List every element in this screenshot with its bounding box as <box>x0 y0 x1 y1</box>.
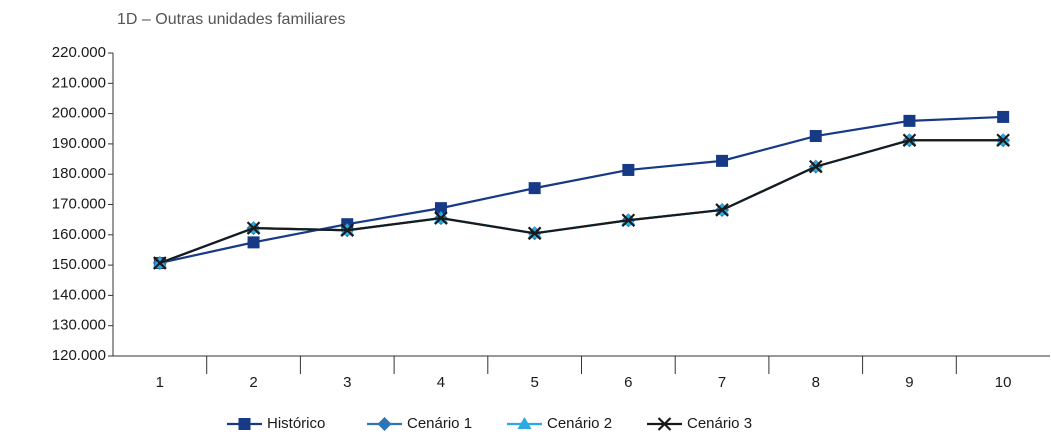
series <box>152 133 1011 268</box>
legend-marker <box>377 417 392 431</box>
marker <box>434 202 447 215</box>
marker <box>997 110 1010 123</box>
line <box>159 139 1004 265</box>
line <box>159 139 1004 265</box>
y-tick-label: 180.000 <box>52 165 106 182</box>
series <box>153 133 1010 270</box>
y-tick-label: 210.000 <box>52 74 106 91</box>
legend-marker <box>657 417 672 431</box>
y-tick-label: 150.000 <box>52 256 106 273</box>
y-tick-label: 190.000 <box>52 135 106 152</box>
legend-item: Cenário 1 <box>367 415 472 432</box>
marker <box>340 223 355 238</box>
legend-item: Histórico <box>227 415 325 432</box>
series <box>153 110 1010 269</box>
chart-title: 1D – Outras unidades familiares <box>117 11 346 28</box>
series <box>152 133 1011 270</box>
x-tick-label: 6 <box>624 374 632 391</box>
x-tick-label: 2 <box>249 374 257 391</box>
y-tick-label: 200.000 <box>52 105 106 122</box>
x-tick-label: 3 <box>343 374 351 391</box>
marker <box>153 256 167 270</box>
marker <box>903 114 916 127</box>
marker <box>247 236 260 249</box>
x-tick-label: 1 <box>156 374 164 391</box>
y-tick-label: 170.000 <box>52 195 106 212</box>
legend-label: Cenário 1 <box>407 415 472 432</box>
y-tick-label: 220.000 <box>52 44 106 61</box>
x-tick-label: 4 <box>437 374 445 391</box>
x-tick-label: 5 <box>530 374 538 391</box>
marker <box>622 163 635 176</box>
marker <box>715 203 729 217</box>
marker <box>246 221 261 235</box>
marker <box>996 133 1010 148</box>
legend-marker <box>238 418 251 430</box>
marker <box>809 130 822 143</box>
x-tick-label: 9 <box>905 374 913 391</box>
legend-label: Cenário 2 <box>547 415 612 432</box>
legend-item: Cenário 2 <box>507 415 612 432</box>
marker <box>902 133 917 148</box>
legend-item: Cenário 3 <box>647 415 752 432</box>
y-tick-label: 120.000 <box>52 347 106 364</box>
marker <box>808 159 823 174</box>
x-tick-label: 7 <box>718 374 726 391</box>
line <box>159 115 1004 265</box>
line <box>159 139 1004 265</box>
legend-label: Cenário 3 <box>687 415 752 432</box>
marker <box>528 182 541 195</box>
x-tick-label: 8 <box>812 374 820 391</box>
y-tick-label: 160.000 <box>52 226 106 243</box>
marker <box>527 226 542 241</box>
marker <box>716 154 729 167</box>
legend-marker <box>517 417 532 429</box>
y-tick-label: 130.000 <box>52 317 106 334</box>
legend-label: Histórico <box>267 415 325 432</box>
marker <box>621 213 636 228</box>
marker <box>434 211 448 225</box>
y-tick-label: 140.000 <box>52 286 106 303</box>
x-tick-label: 10 <box>995 374 1012 391</box>
